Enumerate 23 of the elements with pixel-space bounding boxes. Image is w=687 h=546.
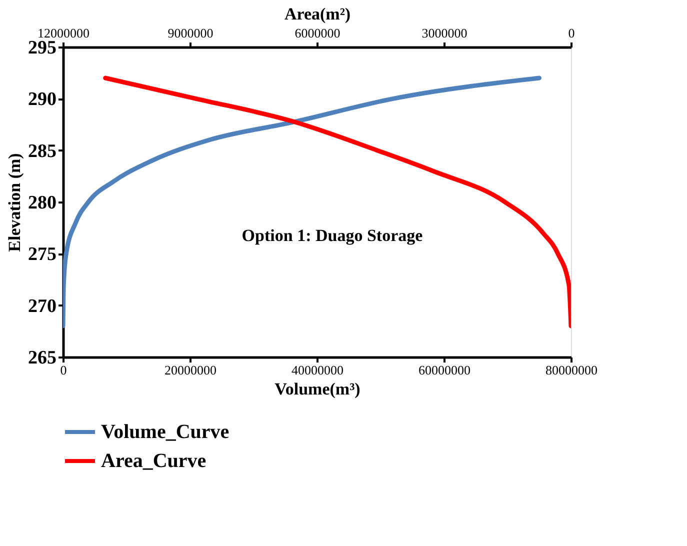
annotation: Option 1: Duago Storage (242, 226, 424, 246)
x2-tick-label: 9000000 (168, 26, 214, 40)
x-tick-label: 20000000 (164, 362, 216, 378)
y-tick-label: 265 (28, 348, 56, 368)
legend-label: Area_Curve (101, 450, 206, 472)
x-tick-label: 80000000 (546, 362, 598, 378)
x2-tick-label: 12000000 (38, 26, 90, 40)
y-tick-label: 295 (28, 38, 56, 58)
x2-tick-label: 6000000 (294, 26, 340, 40)
x-axis-title: Volume(m³) (274, 380, 360, 398)
y-tick-label: 280 (28, 192, 56, 214)
x-tick-label: 40000000 (292, 362, 344, 378)
y-tick-label: 290 (28, 89, 56, 110)
x-tick-label: 60000000 (418, 362, 470, 378)
y-tick-label: 270 (28, 296, 56, 317)
legend-label: Volume_Curve (101, 421, 230, 443)
y-tick-label: 285 (28, 140, 56, 162)
x-tick-label: 0 (60, 362, 67, 378)
x2-tick-label: 0 (568, 26, 575, 40)
y-tick-label: 275 (28, 244, 56, 266)
x2-tick-label: 3000000 (422, 26, 468, 40)
x2-axis-title: Area(m²) (284, 4, 351, 24)
y-axis-title: Elevation (m) (5, 153, 24, 252)
